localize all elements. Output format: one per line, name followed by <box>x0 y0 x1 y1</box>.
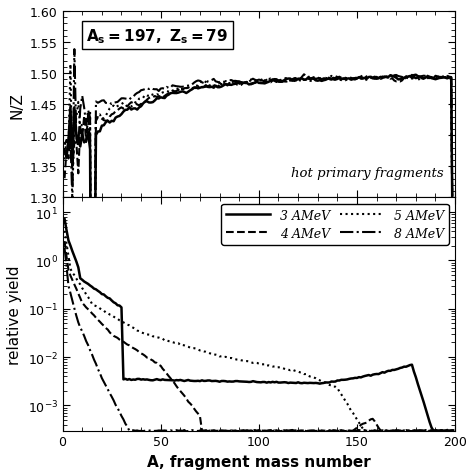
8 AMeV <box>399 428 405 434</box>
5 AMeV <box>423 427 428 433</box>
5 AMeV <box>399 428 405 434</box>
5 AMeV <box>438 428 444 434</box>
Line: 8 AMeV: 8 AMeV <box>64 248 453 432</box>
8 AMeV <box>423 428 428 434</box>
5 AMeV <box>201 349 207 355</box>
Line: 4 AMeV: 4 AMeV <box>64 242 453 432</box>
8 AMeV <box>450 428 456 434</box>
4 AMeV <box>450 428 456 434</box>
5 AMeV <box>237 357 242 363</box>
Y-axis label: N/Z: N/Z <box>9 91 24 119</box>
Line: 5 AMeV: 5 AMeV <box>64 231 453 431</box>
5 AMeV <box>374 428 380 434</box>
4 AMeV <box>421 428 427 434</box>
4 AMeV <box>260 428 265 434</box>
8 AMeV <box>201 428 207 434</box>
5 AMeV <box>450 428 456 434</box>
4 AMeV <box>237 428 242 434</box>
3 AMeV <box>201 378 207 384</box>
X-axis label: A, fragment mass number: A, fragment mass number <box>147 454 371 469</box>
3 AMeV <box>62 217 67 222</box>
3 AMeV <box>421 399 427 405</box>
Text: $\mathbf{A_s=197,\ Z_s=79}$: $\mathbf{A_s=197,\ Z_s=79}$ <box>86 27 228 46</box>
3 AMeV <box>397 365 403 371</box>
Y-axis label: relative yield: relative yield <box>7 265 22 364</box>
3 AMeV <box>442 428 448 434</box>
8 AMeV <box>238 427 244 433</box>
4 AMeV <box>201 428 207 434</box>
8 AMeV <box>235 429 240 435</box>
4 AMeV <box>438 427 444 433</box>
Text: hot primary fragments: hot primary fragments <box>291 167 443 179</box>
3 AMeV <box>260 379 265 385</box>
4 AMeV <box>62 239 67 245</box>
5 AMeV <box>62 228 67 234</box>
8 AMeV <box>438 428 444 434</box>
4 AMeV <box>425 429 430 435</box>
3 AMeV <box>437 428 442 434</box>
3 AMeV <box>450 427 456 433</box>
8 AMeV <box>262 428 268 434</box>
5 AMeV <box>260 362 265 367</box>
8 AMeV <box>62 246 67 251</box>
Legend: 3 AMeV, 4 AMeV, 5 AMeV, 8 AMeV: 3 AMeV, 4 AMeV, 5 AMeV, 8 AMeV <box>221 204 449 245</box>
3 AMeV <box>237 379 242 385</box>
4 AMeV <box>397 428 403 434</box>
Line: 3 AMeV: 3 AMeV <box>64 219 453 431</box>
